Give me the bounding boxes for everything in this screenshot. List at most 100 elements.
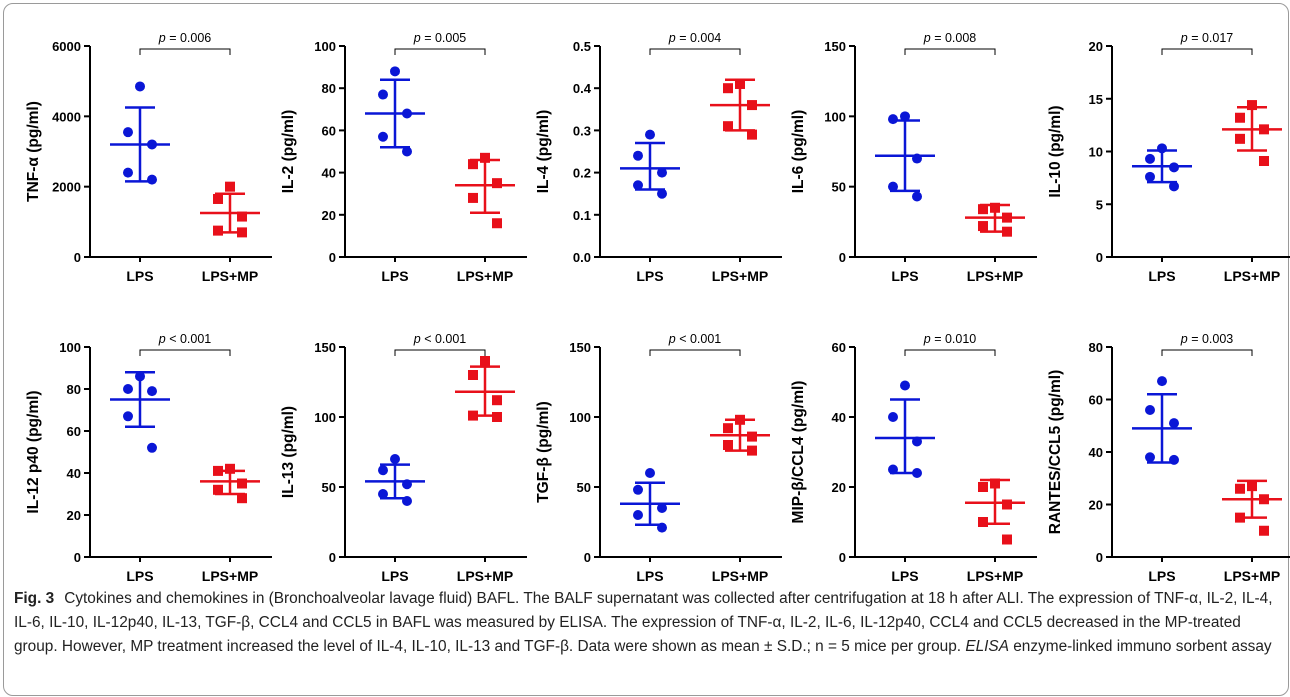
data-point bbox=[390, 66, 400, 77]
data-point bbox=[390, 454, 400, 464]
data-point bbox=[135, 371, 145, 382]
data-point bbox=[990, 478, 1000, 489]
series-lps bbox=[110, 81, 170, 185]
data-point bbox=[723, 121, 733, 132]
series-lps-mp bbox=[1222, 100, 1282, 166]
data-point bbox=[1002, 226, 1012, 237]
y-tick-label: 60 bbox=[322, 123, 336, 138]
data-point bbox=[147, 174, 157, 185]
y-tick-label: 150 bbox=[314, 340, 336, 355]
data-point bbox=[657, 522, 667, 533]
data-point bbox=[402, 108, 412, 119]
data-point bbox=[1235, 512, 1245, 523]
y-tick-label: 0 bbox=[329, 250, 336, 265]
data-point bbox=[237, 493, 247, 504]
series-lps bbox=[365, 66, 425, 157]
p-value-label: p = 0.010 bbox=[923, 332, 977, 346]
data-point bbox=[480, 152, 490, 163]
data-point bbox=[492, 218, 502, 229]
significance-bracket bbox=[1161, 48, 1253, 55]
significance-bracket bbox=[139, 349, 231, 356]
y-tick-label: 80 bbox=[67, 382, 81, 397]
x-tick-label: LPS bbox=[1148, 268, 1175, 284]
y-tick-label: 50 bbox=[832, 180, 846, 195]
chart-panel-10: 0 20 40 60 80 RANTES/CCL5 (pg/ml) LPS LPS+MP p =… bbox=[1047, 332, 1290, 584]
x-tick-label: LPS+MP bbox=[712, 568, 768, 584]
data-point bbox=[213, 193, 223, 204]
series-lps-mp bbox=[965, 202, 1025, 237]
y-tick-label: 20 bbox=[1089, 39, 1103, 54]
data-point bbox=[147, 139, 157, 150]
series-lps bbox=[110, 370, 170, 453]
data-point bbox=[123, 384, 133, 394]
x-tick-label: LPS bbox=[381, 268, 408, 284]
y-tick-label: 0.2 bbox=[573, 166, 591, 181]
x-tick-label: LPS+MP bbox=[967, 268, 1023, 284]
chart-panel-9: 0 20 40 60 MIP-β/CCL4 (pg/ml) LPS LPS+MP p = 0.… bbox=[790, 332, 1037, 584]
chart-panel-3: 0.0 0.1 0.2 0.3 0.4 0.5 IL-4 (pg/ml) LPS LPS+MP p… bbox=[535, 31, 782, 284]
data-point bbox=[633, 150, 643, 161]
y-tick-label: 80 bbox=[1089, 340, 1103, 355]
chart-panel-6: 0 20 40 60 80 100 IL-12 p40 (pg/ml) LPS LPS+MP p … bbox=[25, 332, 272, 584]
y-tick-label: 0 bbox=[74, 550, 81, 565]
significance-bracket bbox=[139, 48, 231, 55]
data-point bbox=[1259, 525, 1269, 536]
data-point bbox=[1145, 405, 1155, 415]
series-lps-mp bbox=[200, 181, 260, 238]
y-tick-label: 40 bbox=[832, 410, 846, 425]
y-tick-label: 40 bbox=[1089, 445, 1103, 460]
y-tick-label: 50 bbox=[577, 480, 591, 495]
y-tick-label: 0 bbox=[1096, 250, 1103, 265]
data-point bbox=[225, 463, 235, 474]
y-axis-label: IL-4 (pg/ml) bbox=[535, 110, 552, 194]
data-point bbox=[657, 167, 667, 178]
data-point bbox=[480, 356, 490, 366]
p-value-label: p = 0.005 bbox=[413, 31, 467, 45]
data-point bbox=[1247, 481, 1257, 492]
y-tick-label: 20 bbox=[1089, 498, 1103, 513]
caption-label: Fig. 3 bbox=[14, 590, 55, 607]
data-point bbox=[1247, 100, 1257, 111]
y-tick-label: 0.4 bbox=[573, 81, 592, 96]
data-point bbox=[900, 380, 910, 391]
chart-panel-5: 0 5 10 15 20 IL-10 (pg/ml) LPS LPS+MP p = 0.017 bbox=[1047, 31, 1290, 284]
x-tick-label: LPS bbox=[126, 268, 153, 284]
x-tick-label: LPS+MP bbox=[202, 268, 258, 284]
y-tick-label: 50 bbox=[322, 480, 336, 495]
series-lps-mp bbox=[455, 152, 515, 229]
data-point bbox=[1157, 143, 1167, 154]
y-tick-label: 0.0 bbox=[573, 250, 591, 265]
data-point bbox=[1169, 181, 1179, 192]
series-lps-mp bbox=[455, 356, 515, 422]
y-tick-label: 150 bbox=[824, 39, 846, 54]
x-tick-label: LPS+MP bbox=[712, 268, 768, 284]
y-tick-label: 20 bbox=[322, 208, 336, 223]
y-tick-label: 100 bbox=[59, 340, 81, 355]
data-point bbox=[912, 468, 922, 478]
data-point bbox=[378, 131, 388, 142]
y-tick-label: 0 bbox=[584, 550, 591, 565]
chart-panel-2: 0 20 40 60 80 100 IL-2 (pg/ml) LPS LPS+MP p = 0.0… bbox=[280, 31, 527, 284]
significance-bracket bbox=[394, 349, 486, 356]
data-point bbox=[1145, 452, 1155, 463]
x-tick-label: LPS bbox=[636, 568, 663, 584]
data-point bbox=[1002, 534, 1012, 545]
data-point bbox=[978, 517, 988, 527]
data-point bbox=[888, 181, 898, 192]
p-value-label: p = 0.006 bbox=[158, 31, 212, 45]
series-lps bbox=[1132, 143, 1192, 192]
y-tick-label: 100 bbox=[824, 109, 846, 124]
x-tick-label: LPS+MP bbox=[457, 568, 513, 584]
significance-bracket bbox=[649, 48, 741, 55]
data-point bbox=[633, 484, 643, 495]
data-point bbox=[888, 412, 898, 422]
data-point bbox=[225, 181, 235, 192]
data-point bbox=[1259, 494, 1269, 505]
y-tick-label: 2000 bbox=[52, 180, 81, 195]
x-tick-label: LPS bbox=[126, 568, 153, 584]
series-lps bbox=[875, 380, 935, 478]
y-tick-label: 40 bbox=[67, 466, 81, 481]
y-axis-label: IL-12 p40 (pg/ml) bbox=[25, 390, 42, 513]
p-value-label: p = 0.003 bbox=[1180, 332, 1234, 346]
